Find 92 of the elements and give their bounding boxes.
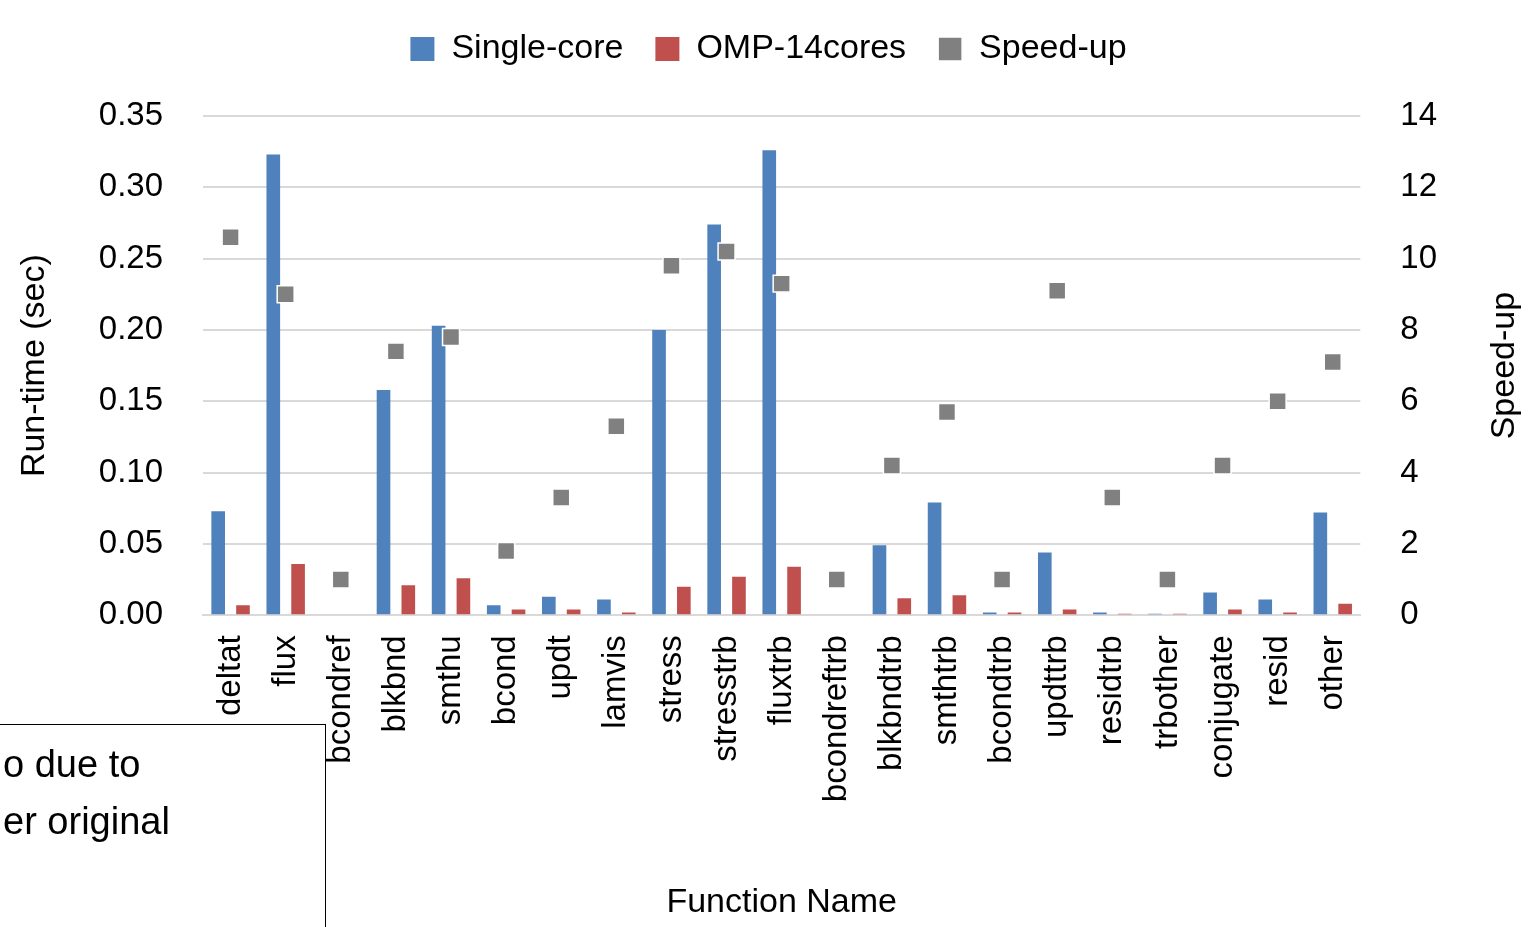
bar — [266, 154, 281, 615]
point — [607, 417, 626, 436]
point — [551, 488, 571, 507]
y-tick-label: 0.35 — [98, 95, 164, 133]
point — [1323, 352, 1342, 372]
bar — [431, 325, 446, 615]
x-tick-label: updttrb — [1036, 635, 1074, 739]
x-tick-label: bcondtrb — [981, 635, 1019, 764]
y-tick-label: 0.05 — [98, 523, 164, 561]
text: er original — [3, 800, 170, 843]
bar — [597, 599, 611, 615]
bar — [927, 502, 942, 615]
y-tick-label: 0.10 — [98, 451, 164, 489]
point — [662, 256, 681, 276]
x-tick-label: residtrb — [1091, 635, 1129, 746]
bar — [486, 605, 501, 615]
x-tick-label: blkbnd — [375, 635, 412, 733]
point — [1268, 392, 1287, 411]
bar — [872, 545, 887, 615]
x-tick-label: flux — [264, 634, 302, 687]
point — [772, 274, 791, 293]
bar — [952, 595, 967, 615]
y2-tick-label: 4 — [1400, 451, 1419, 489]
point — [1047, 281, 1067, 300]
bar — [211, 511, 225, 615]
legend-label: Single-core — [451, 27, 624, 66]
x-tick-label: updt — [540, 635, 578, 700]
y2-tick-label: 6 — [1400, 380, 1419, 418]
x-tick-label: conjugate — [1201, 635, 1239, 779]
point — [1103, 488, 1122, 507]
bar — [787, 566, 801, 615]
bar — [542, 596, 556, 615]
x-tick-label: deltat — [209, 635, 247, 716]
x-tick-label: fluxtrb — [760, 635, 798, 726]
point — [937, 402, 957, 422]
bar — [677, 586, 691, 615]
bar — [732, 576, 746, 615]
y2-tick-label: 12 — [1400, 166, 1438, 204]
bar — [376, 389, 391, 615]
point — [1158, 570, 1177, 589]
bar — [1258, 599, 1273, 615]
y-axis-title: Run-time (sec) — [12, 254, 51, 478]
bar — [236, 605, 250, 615]
point — [496, 541, 516, 561]
point — [386, 342, 406, 361]
point — [441, 327, 461, 347]
y2-tick-label: 8 — [1400, 309, 1419, 347]
bar — [652, 329, 666, 615]
bar — [762, 150, 777, 615]
point — [221, 228, 240, 247]
bar — [897, 598, 912, 615]
y2-tick-label: 14 — [1400, 95, 1438, 133]
text: o due to — [3, 743, 141, 786]
x-tick-label: stress — [650, 635, 688, 724]
x-tick-label: smthu — [430, 635, 468, 726]
legend-label: OMP-14cores — [696, 27, 907, 66]
point — [882, 456, 902, 475]
bar — [291, 563, 305, 615]
x-tick-label: smthtrb — [926, 635, 964, 746]
y-tick-label: 0.20 — [98, 309, 164, 347]
bar — [456, 578, 471, 615]
y2-tick-label: 0 — [1400, 594, 1419, 632]
bar — [401, 585, 416, 615]
y-tick-label: 0.25 — [98, 237, 164, 275]
x-tick-label: bcond — [485, 635, 523, 726]
bar — [1338, 603, 1352, 615]
x-tick-label: other — [1311, 635, 1349, 711]
legend-label: Speed-up — [979, 27, 1127, 66]
bar — [1203, 592, 1217, 615]
point — [276, 285, 295, 304]
bar — [1313, 512, 1328, 615]
point — [717, 242, 736, 261]
point — [827, 570, 846, 589]
x-tick-label: resid — [1256, 635, 1294, 707]
point — [992, 570, 1012, 589]
y2-tick-label: 10 — [1400, 237, 1438, 275]
y2-axis-title: Speed-up — [1483, 291, 1522, 440]
bar — [707, 224, 721, 615]
point — [1213, 456, 1232, 475]
y2-tick-label: 2 — [1400, 523, 1419, 561]
x-tick-label: bcondreftrb — [815, 635, 853, 803]
x-tick-label: bcondref — [319, 634, 357, 764]
point — [331, 570, 351, 589]
x-tick-label: blkbndtrb — [870, 635, 908, 772]
x-tick-label: trbother — [1146, 635, 1184, 749]
x-tick-label: lamvis — [595, 635, 633, 729]
x-tick-label: stresstrb — [705, 635, 743, 762]
x-axis-title: Function Name — [666, 880, 897, 919]
bar — [1037, 552, 1052, 615]
y-tick-label: 0.30 — [98, 166, 164, 204]
y-tick-label: 0.00 — [98, 594, 164, 632]
y-tick-label: 0.15 — [98, 380, 164, 418]
